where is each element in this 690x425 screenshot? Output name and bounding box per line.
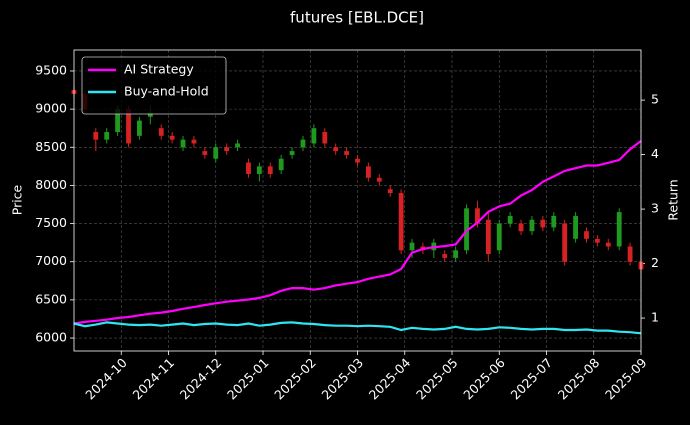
candle-body	[387, 189, 393, 194]
y2-tick-label: 1	[651, 310, 659, 325]
candle-body	[594, 238, 600, 243]
y-tick-label: 6000	[35, 330, 67, 345]
candle-body	[355, 158, 360, 163]
y2-axis-label: Return	[666, 179, 681, 220]
legend-label: AI Strategy	[124, 62, 194, 77]
candle-body	[475, 208, 480, 224]
candle-body	[224, 147, 230, 152]
candle-body	[365, 166, 371, 178]
y-tick-label: 9500	[35, 62, 67, 77]
candle-body	[333, 147, 339, 152]
candle-body	[147, 112, 153, 117]
candle-body	[485, 219, 491, 255]
candle-body	[442, 254, 448, 258]
y-tick-label: 7000	[35, 253, 67, 268]
legend-box	[81, 56, 227, 115]
candle-body	[605, 242, 611, 247]
y2-tick-label: 3	[651, 201, 659, 216]
candle-body	[529, 219, 535, 232]
candle-body	[464, 208, 469, 251]
return-line	[73, 140, 642, 325]
candle-body	[104, 132, 110, 140]
candle-body	[278, 158, 284, 171]
candle-body	[169, 135, 175, 140]
candle-body	[453, 250, 459, 258]
candle-body	[496, 223, 502, 251]
candle-body	[409, 242, 415, 251]
plot-frame	[73, 49, 642, 352]
y-tick-label: 8000	[35, 177, 67, 192]
y-tick-label: 8500	[35, 139, 67, 154]
candle-body	[573, 215, 578, 239]
candle-body	[584, 231, 589, 239]
y-tick-label: 7500	[35, 215, 67, 230]
candle-body	[289, 151, 295, 155]
return-line	[73, 321, 642, 335]
candle-body	[616, 212, 622, 247]
candle-body	[344, 151, 350, 155]
legend-label: Buy-and-Hold	[124, 84, 209, 99]
y-tick-label: 6500	[35, 291, 67, 306]
y2-tick-label: 4	[651, 146, 659, 161]
candle-body	[235, 143, 240, 148]
candle-body	[627, 246, 633, 262]
candle-body	[137, 120, 142, 136]
candle-body	[267, 166, 273, 174]
candle-body	[213, 147, 219, 159]
candle-body	[180, 139, 186, 148]
candle-body	[376, 177, 382, 182]
candle-body	[256, 166, 262, 174]
candle-body	[93, 132, 99, 140]
candle-body	[398, 193, 404, 251]
candle-body	[540, 219, 546, 228]
candle-body	[562, 223, 568, 262]
y-axis-label: Price	[10, 184, 25, 215]
candle-body	[551, 215, 557, 228]
candle-body	[246, 162, 251, 174]
legend: AI Strategy Buy-and-Hold	[81, 56, 227, 115]
y2-tick-label: 2	[651, 255, 659, 270]
candle-body	[507, 215, 513, 224]
candle-body	[518, 223, 524, 232]
candle-body	[300, 139, 306, 148]
candle-body	[126, 109, 131, 144]
candle-body	[191, 139, 197, 144]
candle-body	[311, 128, 317, 144]
y-tick-label: 9000	[35, 101, 67, 116]
chart-title: futures [EBL.DCE]	[290, 9, 424, 27]
y2-tick-label: 5	[651, 92, 659, 107]
candle-body	[322, 132, 328, 144]
candle-body	[202, 151, 208, 155]
candle-body	[115, 109, 121, 133]
candle-body	[158, 128, 164, 136]
